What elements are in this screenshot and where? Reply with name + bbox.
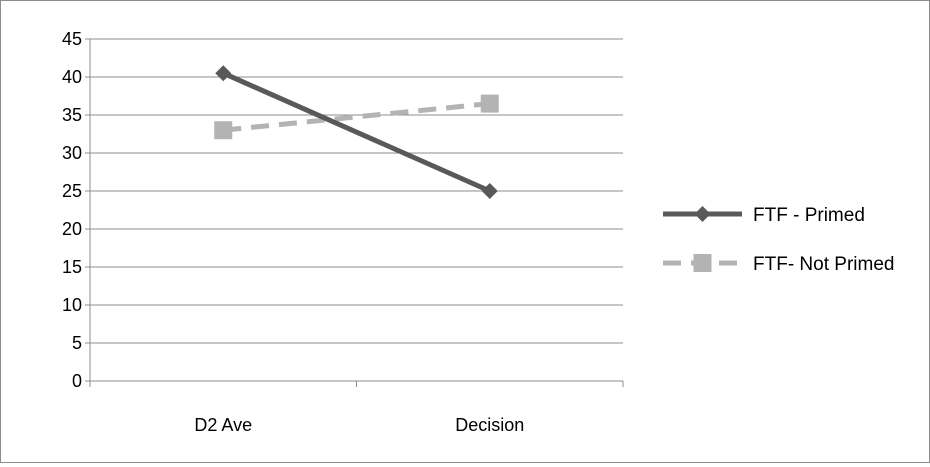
series-line bbox=[223, 101, 490, 133]
y-tick-label: 5 bbox=[72, 333, 82, 353]
legend-item-0: FTF - Primed bbox=[663, 205, 865, 226]
x-tick-label: Decision bbox=[455, 415, 524, 435]
y-tick-label: 35 bbox=[62, 105, 82, 125]
legend: FTF - Primed FTF- Not Primed bbox=[663, 205, 894, 275]
series-line bbox=[222, 70, 491, 194]
y-tick-label: 15 bbox=[62, 257, 82, 277]
y-tick-label: 0 bbox=[72, 371, 82, 391]
axes: 0 5 10 15 20 25 30 35 40 45 D2 Ave Decision bbox=[62, 29, 624, 435]
data-point bbox=[215, 65, 232, 82]
data-point bbox=[214, 121, 233, 140]
legend-label: FTF - Primed bbox=[753, 205, 865, 226]
gridlines bbox=[90, 38, 623, 344]
y-tick-label: 40 bbox=[62, 67, 82, 87]
legend-swatch-marker bbox=[693, 254, 712, 272]
series-0 bbox=[215, 65, 498, 199]
x-tick-label: D2 Ave bbox=[194, 415, 252, 435]
y-tick-label: 20 bbox=[62, 219, 82, 239]
legend-label: FTF- Not Primed bbox=[753, 254, 894, 275]
series-layer bbox=[214, 65, 499, 199]
y-tick-label: 30 bbox=[62, 143, 82, 163]
legend-item-1: FTF- Not Primed bbox=[663, 254, 894, 275]
y-tick-label: 25 bbox=[62, 181, 82, 201]
series-1 bbox=[214, 94, 499, 140]
y-tick-label: 45 bbox=[62, 29, 82, 49]
data-point bbox=[481, 183, 498, 199]
data-point bbox=[480, 94, 499, 113]
legend-swatch-marker bbox=[694, 206, 711, 222]
y-tick-label: 10 bbox=[62, 295, 82, 315]
